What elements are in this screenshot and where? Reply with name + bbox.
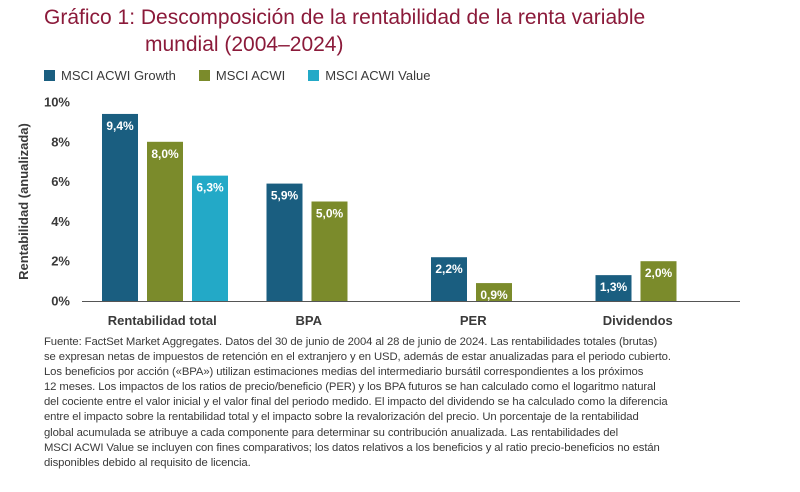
bar	[476, 283, 512, 301]
bar	[595, 275, 632, 301]
x-tick-label: Dividendos	[603, 313, 673, 328]
y-tick-label: 6%	[51, 174, 70, 189]
bar	[192, 175, 228, 301]
footnote-line: se expresan netas de impuestos de retenc…	[44, 351, 671, 364]
legend-label-acwi: MSCI ACWI	[215, 67, 286, 83]
legend-swatch-value	[308, 69, 320, 81]
footnote-line: global acumulada se atribuye a cada comp…	[44, 426, 619, 439]
legend-item-growth: MSCI ACWI Growth	[44, 68, 176, 83]
footnote: Fuente: FactSet Market Aggregates. Datos…	[44, 335, 792, 471]
footnote-line: 12 meses. Los impactos de los ratios de …	[44, 381, 656, 394]
bar	[147, 141, 183, 301]
data-label: 5,9%	[271, 189, 299, 203]
bar	[431, 257, 467, 301]
data-label: 8,0%	[151, 147, 179, 161]
x-tick-label: PER	[460, 313, 487, 328]
legend-label-growth: MSCI ACWI Growth	[61, 67, 176, 83]
footnote-line: entre el impacto sobre la rentabilidad t…	[44, 411, 639, 424]
data-label: 6,3%	[196, 181, 224, 195]
chart-title: Gráfico 1: Descomposición de la rentabil…	[44, 4, 784, 58]
bar-chart: 0% 2% 4% 6% 8% 10% Rentabilidad (anualizada) 9,…	[16, 95, 740, 328]
legend-swatch-growth	[44, 69, 55, 81]
footnote-line: disponibles debido al requisito de licen…	[44, 456, 251, 469]
data-label: 0,9%	[480, 288, 508, 302]
legend-item-acwi: MSCI ACWI	[198, 67, 286, 83]
y-tick-label: 8%	[51, 134, 70, 149]
bar	[102, 113, 138, 301]
chart-title-line-2: mundial (2004–2024)	[145, 33, 344, 56]
data-label: 2,0%	[645, 266, 673, 280]
legend-label-value: MSCI ACWI Value	[325, 67, 431, 83]
chart-legend: MSCI ACWI Growth MSCI ACWI MSCI ACWI Val…	[44, 66, 453, 84]
y-tick-label: 10%	[44, 95, 70, 110]
bar	[640, 261, 677, 301]
bar	[266, 183, 303, 301]
data-label: 1,3%	[600, 280, 628, 294]
y-tick-label: 0%	[51, 294, 70, 309]
footnote-line: del cociente entre el valor inicial y el…	[44, 396, 668, 409]
y-axis-title: Rentabilidad (anualizada)	[16, 123, 31, 280]
chart-title-line-1: Gráfico 1: Descomposición de la rentabil…	[44, 6, 646, 29]
data-label: 5,0%	[316, 207, 344, 221]
data-label: 9,4%	[106, 119, 134, 133]
y-tick-label: 4%	[51, 214, 70, 229]
x-tick-label: Rentabilidad total	[108, 313, 217, 328]
legend-item-value: MSCI ACWI Value	[308, 68, 430, 83]
x-tick-label: BPA	[296, 313, 323, 328]
legend-swatch-acwi	[198, 69, 210, 81]
y-tick-label: 2%	[51, 254, 70, 269]
bar	[311, 201, 348, 301]
footnote-line: Los beneficios por acción («BPA») utiliz…	[44, 366, 644, 379]
footnote-line: MSCI ACWI Value se incluyen con fines co…	[44, 441, 660, 454]
footnote-line: Fuente: FactSet Market Aggregates. Datos…	[44, 336, 658, 348]
data-label: 2,2%	[435, 262, 463, 276]
